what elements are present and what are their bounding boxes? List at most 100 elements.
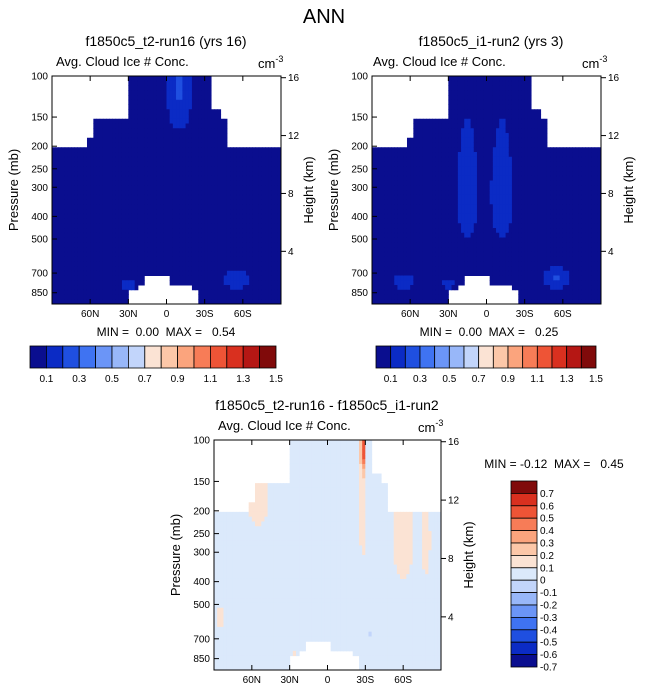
heatmap-cell bbox=[67, 266, 72, 272]
heatmap-cell bbox=[397, 266, 402, 272]
heatmap-cell bbox=[147, 228, 152, 234]
heatmap-cell bbox=[426, 213, 430, 219]
heatmap-cell bbox=[505, 256, 510, 262]
heatmap-cell bbox=[470, 218, 475, 224]
heatmap-cell bbox=[249, 261, 253, 267]
heatmap-cell bbox=[147, 76, 152, 82]
heatmap-cell bbox=[527, 194, 532, 200]
heatmap-cell bbox=[518, 171, 522, 177]
heatmap-cell bbox=[438, 299, 443, 305]
heatmap-cell bbox=[233, 270, 237, 276]
heatmap-cell bbox=[83, 218, 88, 224]
heatmap-cell bbox=[64, 294, 69, 300]
heatmap-cell bbox=[505, 95, 510, 101]
heatmap-cell bbox=[125, 275, 129, 281]
heatmap-cell bbox=[83, 180, 88, 186]
heatmap-cell bbox=[217, 266, 222, 272]
heatmap-cell bbox=[381, 152, 386, 158]
heatmap-cell bbox=[211, 213, 215, 219]
heatmap-cell bbox=[457, 223, 462, 229]
heatmap-cell bbox=[476, 256, 481, 262]
heatmap-cell bbox=[378, 209, 383, 215]
heatmap-cell bbox=[524, 256, 529, 262]
heatmap-cell bbox=[255, 232, 260, 238]
heatmap-cell bbox=[99, 294, 104, 300]
heatmap-cell bbox=[422, 180, 427, 186]
heatmap-cell bbox=[515, 223, 519, 229]
heatmap-cell bbox=[150, 242, 155, 248]
heatmap-cell bbox=[419, 128, 424, 134]
heatmap-cell bbox=[93, 266, 98, 272]
heatmap-cell bbox=[109, 142, 113, 148]
heatmap-cell bbox=[169, 251, 174, 257]
heatmap-cell bbox=[77, 232, 82, 238]
heatmap-cell bbox=[271, 223, 276, 229]
heatmap-cell bbox=[239, 175, 244, 181]
heatmap-cell bbox=[511, 85, 516, 91]
heatmap-cell bbox=[99, 266, 104, 272]
heatmap-cell bbox=[394, 299, 398, 305]
heatmap-cell bbox=[252, 185, 257, 191]
heatmap-cell bbox=[134, 256, 139, 262]
heatmap-cell bbox=[74, 204, 78, 210]
heatmap-cell bbox=[134, 175, 139, 181]
heatmap-cell bbox=[58, 218, 63, 224]
heatmap-cell bbox=[156, 95, 161, 101]
heatmap-cell bbox=[176, 242, 180, 248]
heatmap-cell bbox=[233, 280, 237, 286]
heatmap-cell bbox=[454, 80, 459, 86]
heatmap-cell bbox=[508, 76, 513, 82]
heatmap-cell bbox=[480, 142, 484, 148]
heatmap-cell bbox=[242, 275, 247, 281]
heatmap-cell bbox=[80, 199, 85, 205]
heatmap-cell bbox=[141, 280, 145, 286]
heatmap-cell bbox=[153, 152, 158, 158]
heatmap-cell bbox=[86, 280, 91, 286]
heatmap-cell bbox=[483, 137, 487, 143]
heatmap-cell bbox=[406, 204, 411, 210]
heatmap-cell bbox=[179, 156, 183, 162]
heatmap-cell bbox=[265, 242, 269, 248]
heatmap-cell bbox=[150, 114, 155, 120]
heatmap-cell bbox=[118, 175, 123, 181]
heatmap-cell bbox=[150, 166, 155, 172]
heatmap-cell bbox=[150, 213, 155, 219]
heatmap-cell bbox=[457, 242, 462, 248]
heatmap-cell bbox=[274, 147, 279, 153]
heatmap-cell bbox=[74, 199, 78, 205]
heatmap-cell bbox=[429, 190, 433, 196]
heatmap-cell bbox=[150, 133, 155, 139]
heatmap-cell bbox=[147, 95, 152, 101]
heatmap-cell bbox=[201, 171, 206, 177]
heatmap-cell bbox=[176, 232, 180, 238]
heatmap-cell bbox=[432, 175, 437, 181]
heatmap-cell bbox=[499, 256, 503, 262]
heatmap-cell bbox=[233, 152, 237, 158]
heatmap-cell bbox=[265, 251, 269, 257]
heatmap-cell bbox=[176, 114, 180, 120]
heatmap-cell bbox=[74, 256, 78, 262]
heatmap-cell bbox=[255, 261, 260, 267]
heatmap-cell bbox=[230, 228, 234, 234]
heatmap-cell bbox=[489, 114, 494, 120]
heatmap-cell bbox=[211, 171, 215, 177]
heatmap-cell bbox=[223, 204, 228, 210]
heatmap-cell bbox=[511, 90, 516, 96]
heatmap-cell bbox=[236, 299, 241, 305]
heatmap-cell bbox=[483, 114, 487, 120]
heatmap-cell bbox=[416, 228, 421, 234]
heatmap-cell bbox=[464, 185, 468, 191]
heatmap-cell bbox=[480, 118, 484, 124]
heatmap-cell bbox=[261, 237, 266, 243]
heatmap-cell bbox=[448, 266, 453, 272]
heatmap-cell bbox=[115, 299, 120, 305]
heatmap-cell bbox=[125, 294, 129, 300]
heatmap-cell bbox=[236, 152, 241, 158]
heatmap-cell bbox=[150, 204, 155, 210]
heatmap-cell bbox=[236, 256, 241, 262]
heatmap-cell bbox=[220, 190, 225, 196]
heatmap-cell bbox=[112, 285, 117, 291]
heatmap-cell bbox=[96, 161, 101, 167]
heatmap-cell bbox=[236, 171, 241, 177]
heatmap-cell bbox=[121, 199, 126, 205]
